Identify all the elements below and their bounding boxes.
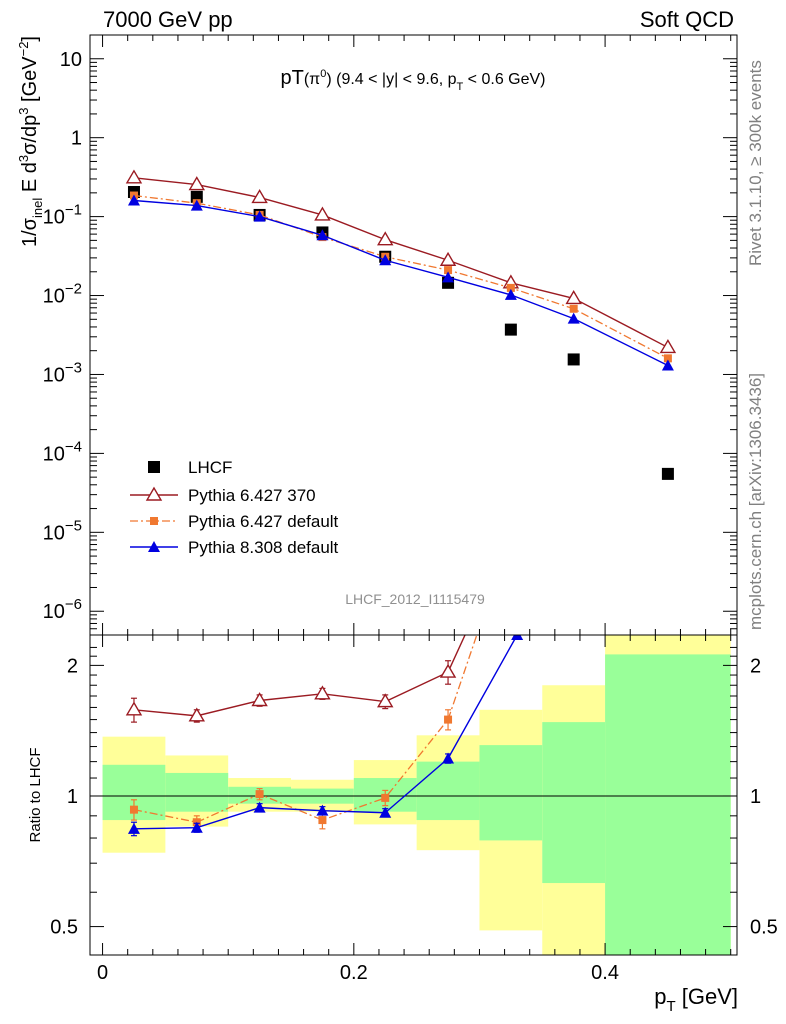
ratio-point-pythia-6-427-default [318,816,327,825]
ratio-y-tick-label-right: 2 [750,655,761,677]
ratio-point-pythia-8-308-default [316,804,329,816]
data-point-pythia-6-427-default [569,304,578,313]
ratio-point-pythia-6-427-default [381,793,390,802]
y-tick-label: 10 [60,49,82,71]
y-axis-title: 1/σinel E d3σ/dp3 [GeV−2] [16,36,45,247]
y-tick-label: 10−2 [43,281,82,308]
legend-marker-lhcf [148,461,160,473]
data-point-pythia-6-427-default [444,266,453,275]
legend-marker-pythia-6-427-default [150,517,158,525]
analysis-watermark: LHCF_2012_I1115479 [345,591,485,607]
data-point-pythia-8-308-default [316,229,329,241]
ratio-point-pythia-6-427-370 [125,701,143,716]
data-point-lhcf [504,323,517,336]
ratio-point-pythia-8-308-default [379,806,392,818]
ratio-point-pythia-6-427-370 [377,693,394,708]
data-point-pythia-8-308-default [567,312,580,324]
y-tick-label: 10−6 [43,596,82,623]
header-left: 7000 GeV pp [103,7,233,32]
legend-label-pythia-6-427-370: Pythia 6.427 370 [188,486,316,505]
x-tick-label: 0 [97,962,108,984]
uncertainty-band-green [479,745,543,841]
y-tick-label: 1 [71,128,82,150]
ratio-point-pythia-8-308-default [127,822,140,834]
data-point-pythia-8-308-default [190,199,203,211]
data-point-pythia-8-308-default [127,194,140,206]
chart-title: pT(π0) (9.4 < |y| < 9.6, pT < 0.6 GeV) [281,67,546,93]
ratio-axis-title: Ratio to LHCF [27,747,44,842]
ratio-plot-area [90,635,737,955]
data-point-pythia-6-427-default [663,354,672,363]
data-point-pythia-8-308-default [661,359,674,371]
x-tick-label: 0.4 [591,962,619,984]
data-point-pythia-6-427-370 [188,176,206,191]
data-point-pythia-8-308-default [379,254,392,266]
ratio-y-tick-label-right: 0.5 [750,917,778,939]
series-line-pythia-6-427-default [133,194,669,359]
data-point-pythia-6-427-370 [659,339,677,354]
ratio-y-tick-label-left: 1 [67,786,78,808]
legend-label-lhcf: LHCF [188,458,232,477]
ratio-point-pythia-6-427-370 [251,692,268,707]
ratio-point-pythia-8-308-default [190,821,203,833]
ratio-point-pythia-6-427-370 [314,685,331,700]
ratio-point-pythia-6-427-default [255,790,264,799]
uncertainty-band-green [165,772,229,812]
data-point-pythia-8-308-default [504,288,517,300]
data-point-pythia-6-427-default [506,283,515,292]
legend-label-pythia-6-427-default: Pythia 6.427 default [188,512,339,531]
ratio-point-pythia-6-427-default [444,715,453,724]
series-line-pythia-6-427-370 [133,177,669,349]
data-point-pythia-8-308-default [253,210,266,222]
data-point-pythia-6-427-370 [439,251,457,266]
data-point-pythia-6-427-370 [565,290,582,305]
legend-marker-pythia-8-308-default [148,541,160,552]
ratio-point-pythia-8-308-default [442,752,455,764]
x-tick-label: 0.2 [340,962,368,984]
ratio-point-pythia-6-427-default [129,805,138,814]
ratio-y-tick-label-right: 1 [750,786,761,808]
x-axis-title: pT [GeV] [654,984,738,1015]
uncertainty-band-green [416,761,480,821]
data-point-pythia-6-427-370 [251,189,268,204]
ratio-y-tick-label-left: 0.5 [50,917,78,939]
data-point-lhcf [567,353,580,366]
data-point-pythia-6-427-370 [377,231,394,246]
ratio-point-pythia-6-427-370 [188,707,206,722]
ratio-y-tick-label-left: 2 [67,655,78,677]
legend-label-pythia-8-308-default: Pythia 8.308 default [188,538,339,557]
uncertainty-band-green [542,722,606,884]
data-point-pythia-8-308-default [442,271,455,283]
series-line-pythia-8-308-default [133,199,669,367]
data-point-lhcf [661,467,674,480]
y-tick-label: 10−4 [43,438,82,465]
ratio-frame [89,634,738,956]
ratio-point-pythia-8-308-default [511,635,524,640]
ratio-point-pythia-6-427-370 [439,663,457,678]
ratio-point-pythia-8-308-default [253,801,266,813]
rivet-label: Rivet 3.1.10, ≥ 300k events [746,60,765,266]
uncertainty-band-green [605,654,731,955]
y-tick-label: 10−1 [43,202,82,229]
data-point-pythia-6-427-370 [314,206,331,221]
y-tick-label: 10−5 [43,517,82,544]
y-tick-label: 10−3 [43,359,82,386]
header-right: Soft QCD [639,7,734,32]
data-point-pythia-6-427-370 [125,169,143,184]
legend-marker-pythia-6-427-370 [145,486,163,501]
mcplots-label: mcplots.cern.ch [arXiv:1306.3436] [746,372,765,630]
